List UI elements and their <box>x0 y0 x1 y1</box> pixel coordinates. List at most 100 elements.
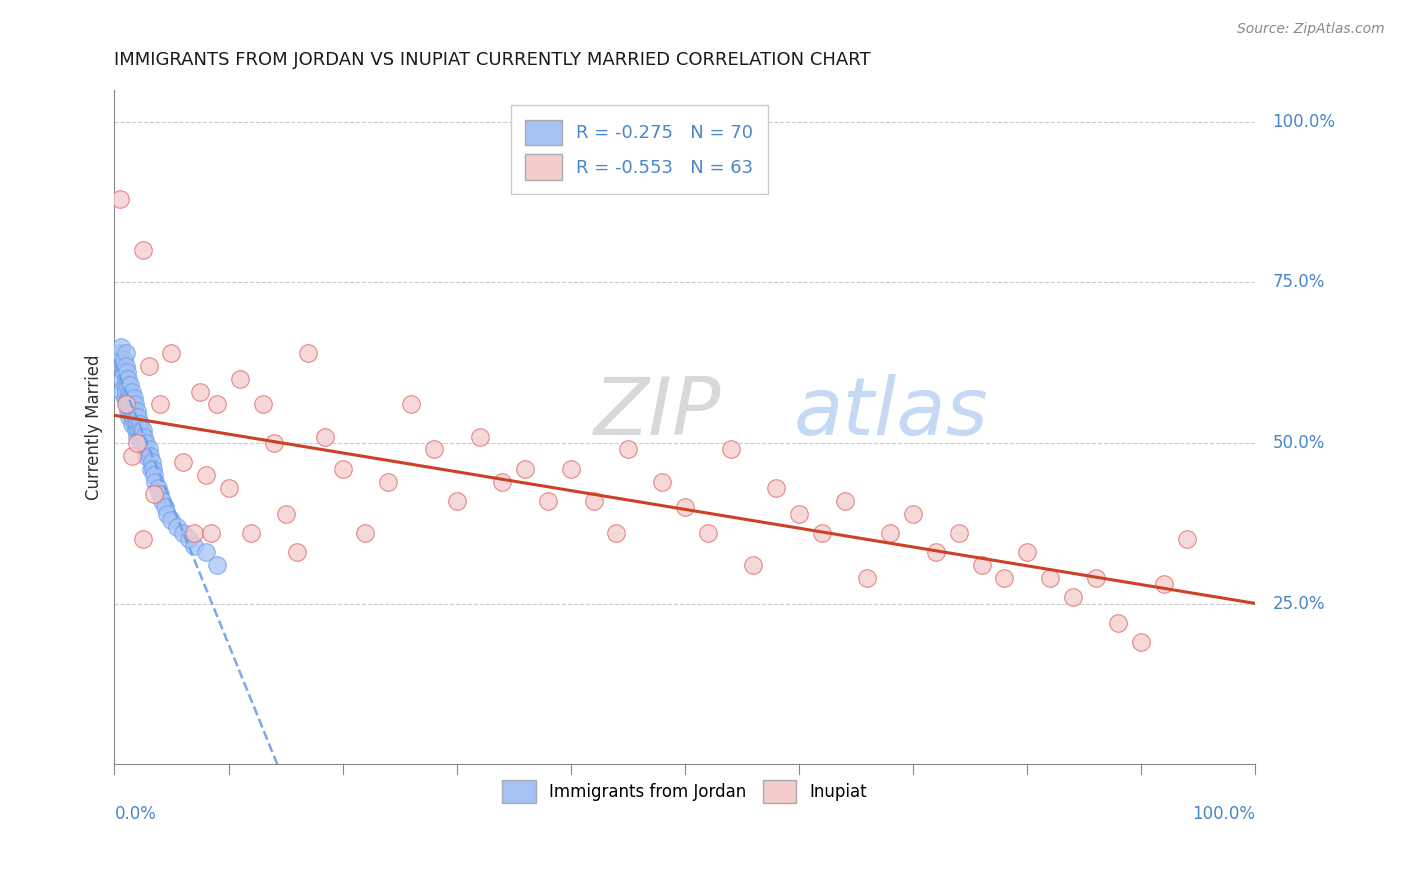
Point <box>128 429 150 443</box>
Point <box>115 397 138 411</box>
Point <box>742 558 765 573</box>
Point <box>468 429 491 443</box>
Point <box>150 494 173 508</box>
Point <box>153 500 176 515</box>
Point <box>138 442 160 457</box>
Point <box>1130 635 1153 649</box>
Point <box>114 359 136 373</box>
Point <box>901 507 924 521</box>
Point <box>114 391 136 405</box>
Point <box>122 404 145 418</box>
Point <box>117 391 139 405</box>
Point <box>145 475 167 489</box>
Point <box>114 378 136 392</box>
Point <box>651 475 673 489</box>
Point <box>993 571 1015 585</box>
Point <box>143 487 166 501</box>
Point <box>146 481 169 495</box>
Point <box>856 571 879 585</box>
Point <box>127 404 149 418</box>
Point <box>1084 571 1107 585</box>
Point <box>141 455 163 469</box>
Point <box>132 429 155 443</box>
Point <box>673 500 696 515</box>
Point <box>274 507 297 521</box>
Point <box>129 423 152 437</box>
Point <box>115 378 138 392</box>
Point <box>188 384 211 399</box>
Point <box>787 507 810 521</box>
Point <box>124 417 146 431</box>
Point <box>121 404 143 418</box>
Point <box>218 481 240 495</box>
Point <box>205 397 228 411</box>
Point <box>111 384 134 399</box>
Point <box>491 475 513 489</box>
Point <box>200 526 222 541</box>
Point <box>1108 615 1130 630</box>
Point <box>194 468 217 483</box>
Point <box>118 384 141 399</box>
Point <box>315 429 337 443</box>
Point <box>156 507 179 521</box>
Point <box>135 436 157 450</box>
Text: 50.0%: 50.0% <box>1272 434 1324 452</box>
Point <box>834 494 856 508</box>
Point <box>765 481 787 495</box>
Text: 0.0%: 0.0% <box>114 805 156 822</box>
Point <box>1175 533 1198 547</box>
Y-axis label: Currently Married: Currently Married <box>86 354 103 500</box>
Point <box>118 410 141 425</box>
Point <box>515 461 537 475</box>
Point <box>149 487 172 501</box>
Point <box>134 442 156 457</box>
Point <box>172 455 194 469</box>
Point <box>108 346 131 360</box>
Point <box>332 461 354 475</box>
Point <box>172 526 194 541</box>
Point <box>1153 577 1175 591</box>
Point <box>142 461 165 475</box>
Point <box>423 442 446 457</box>
Point <box>720 442 742 457</box>
Point <box>229 372 252 386</box>
Text: 100.0%: 100.0% <box>1192 805 1256 822</box>
Point <box>132 533 155 547</box>
Point <box>205 558 228 573</box>
Point <box>114 384 136 399</box>
Point <box>121 397 143 411</box>
Point <box>354 526 377 541</box>
Point <box>115 365 138 379</box>
Point <box>1062 591 1084 605</box>
Legend: Immigrants from Jordan, Inupiat: Immigrants from Jordan, Inupiat <box>489 766 880 817</box>
Point <box>110 340 132 354</box>
Point <box>118 397 141 411</box>
Point <box>114 397 136 411</box>
Point <box>177 533 200 547</box>
Point <box>240 526 263 541</box>
Point <box>127 417 149 431</box>
Point <box>1039 571 1062 585</box>
Point <box>125 423 148 437</box>
Point <box>285 545 308 559</box>
Text: IMMIGRANTS FROM JORDAN VS INUPIAT CURRENTLY MARRIED CORRELATION CHART: IMMIGRANTS FROM JORDAN VS INUPIAT CURREN… <box>114 51 872 69</box>
Point <box>124 397 146 411</box>
Point <box>948 526 970 541</box>
Point <box>160 346 183 360</box>
Point <box>138 359 160 373</box>
Point <box>112 352 135 367</box>
Point <box>114 372 136 386</box>
Point <box>120 391 142 405</box>
Point <box>617 442 640 457</box>
Point <box>121 449 143 463</box>
Point <box>131 429 153 443</box>
Point <box>120 378 142 392</box>
Point <box>377 475 399 489</box>
Point <box>139 461 162 475</box>
Text: Source: ZipAtlas.com: Source: ZipAtlas.com <box>1237 22 1385 37</box>
Point <box>183 526 205 541</box>
Point <box>925 545 948 559</box>
Point <box>128 417 150 431</box>
Point <box>811 526 834 541</box>
Point <box>194 545 217 559</box>
